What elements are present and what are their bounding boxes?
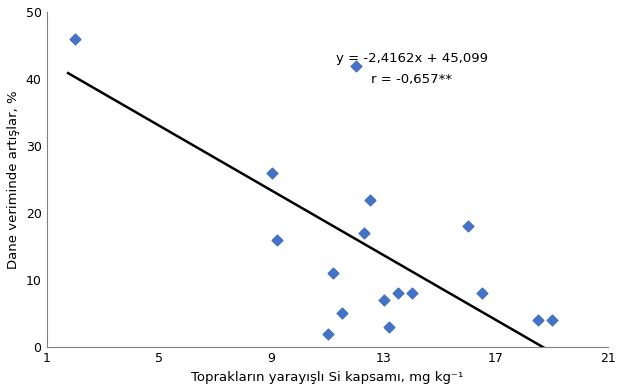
Text: y = -2,4162x + 45,099
r = -0,657**: y = -2,4162x + 45,099 r = -0,657** — [336, 52, 488, 86]
Point — [359, 230, 369, 236]
Point — [379, 297, 389, 303]
Point — [323, 330, 333, 337]
X-axis label: Toprakların yarayışlı Si kapsamı, mg kg⁻¹: Toprakların yarayışlı Si kapsamı, mg kg⁻… — [191, 371, 464, 384]
Point — [336, 310, 346, 317]
Point — [351, 63, 361, 69]
Point — [463, 223, 473, 230]
Point — [407, 290, 417, 296]
Point — [70, 36, 80, 42]
Point — [547, 317, 557, 323]
Y-axis label: Dane veriminde artışlar, %: Dane veriminde artışlar, % — [7, 90, 20, 269]
Point — [533, 317, 543, 323]
Point — [392, 290, 402, 296]
Point — [364, 196, 374, 203]
Point — [272, 237, 282, 243]
Point — [477, 290, 487, 296]
Point — [384, 324, 394, 330]
Point — [267, 170, 277, 176]
Point — [328, 270, 338, 276]
